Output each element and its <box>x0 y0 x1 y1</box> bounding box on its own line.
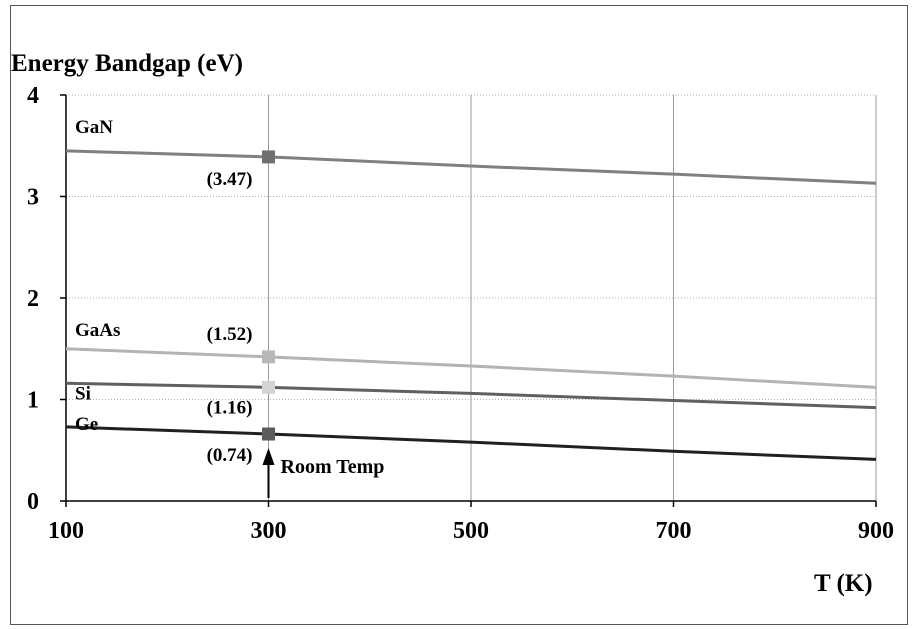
series-group <box>65 149 877 461</box>
series-line-ge <box>65 425 877 461</box>
x-tick-label: 500 <box>453 518 489 544</box>
room-temp-arrow-head <box>262 448 275 465</box>
x-tick-label: 100 <box>48 518 84 544</box>
y-tick-label: 0 <box>27 489 39 515</box>
y-tick-label: 1 <box>27 388 39 414</box>
room-temp-label: Room Temp <box>281 456 385 478</box>
marker-gaas <box>262 350 275 364</box>
value-label-gaas: (1.52) <box>207 324 253 345</box>
y-tick-label: 3 <box>27 185 39 211</box>
series-line-gan <box>65 149 877 185</box>
labels-group: GaN (3.47) GaAs (1.52) Si (1.16) Ge (0.74) Room … <box>75 117 384 498</box>
y-tick-label: 4 <box>27 83 39 109</box>
x-axis-label: T (K) <box>814 570 873 597</box>
x-tick-label: 900 <box>858 518 894 544</box>
marker-gan <box>262 150 275 164</box>
series-line-gaas <box>65 347 877 389</box>
chart-title: Energy Bandgap (eV) <box>11 50 243 77</box>
marker-si <box>262 380 275 394</box>
series-label-si: Si <box>75 383 91 404</box>
x-tick-label: 700 <box>656 518 692 544</box>
series-label-ge: Ge <box>75 414 98 435</box>
series-line-si <box>65 381 877 410</box>
grid <box>66 94 877 501</box>
value-label-ge: (0.74) <box>207 445 253 466</box>
axes: 0 1 2 3 4 100 300 500 700 900 <box>27 83 894 544</box>
marker-ge <box>262 427 275 441</box>
value-label-si: (1.16) <box>207 397 253 418</box>
chart-frame: 0 1 2 3 4 100 300 500 700 900 GaN (3.47) GaAs (1.52)… <box>10 5 908 625</box>
series-label-gan: GaN <box>75 117 113 138</box>
value-label-gan: (3.47) <box>207 169 253 190</box>
y-tick-label: 2 <box>27 286 39 312</box>
bandgap-chart: 0 1 2 3 4 100 300 500 700 900 GaN (3.47) GaAs (1.52)… <box>11 50 894 597</box>
x-tick-label: 300 <box>251 518 287 544</box>
series-label-gaas: GaAs <box>75 320 120 341</box>
